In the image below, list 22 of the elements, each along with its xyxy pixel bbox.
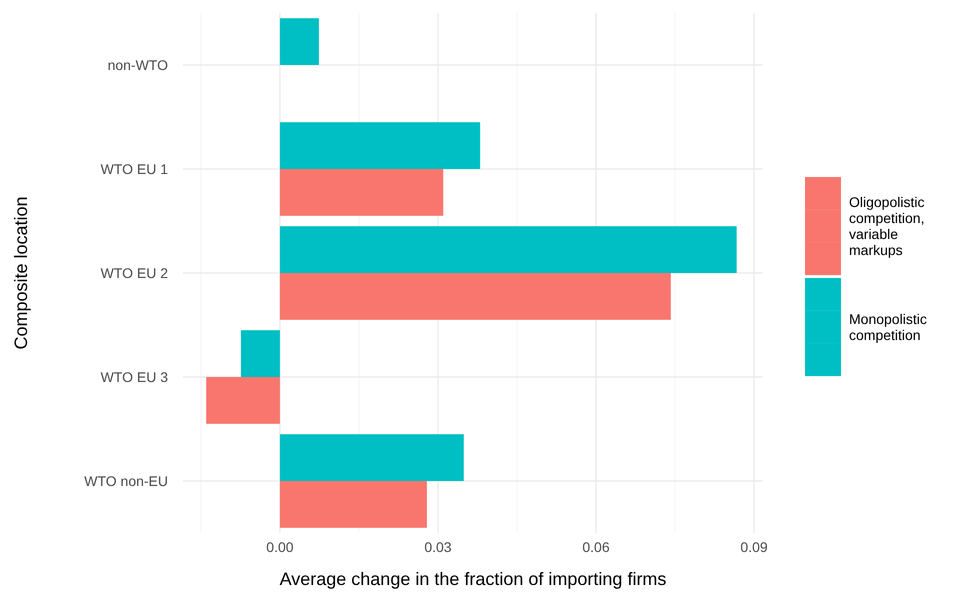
y-tick-label: WTO EU 1	[100, 161, 168, 177]
bar	[280, 226, 737, 273]
bar	[280, 169, 444, 216]
x-tick-label: 0.06	[582, 539, 610, 555]
y-tick-label: WTO EU 2	[100, 265, 168, 281]
y-tick-label: WTO EU 3	[100, 369, 168, 385]
y-tick-label: non-WTO	[108, 57, 168, 73]
bar	[280, 434, 464, 481]
bar	[280, 18, 319, 65]
x-axis-title: Average change in the fraction of importing firms	[280, 569, 666, 589]
bar	[206, 377, 280, 424]
bar	[280, 122, 480, 169]
bar	[240, 330, 280, 377]
bar	[280, 273, 671, 320]
y-tick-label: WTO non-EU	[84, 473, 168, 489]
bar	[280, 481, 427, 528]
x-tick-label: 0.03	[424, 539, 452, 555]
x-tick-label: 0.09	[740, 539, 768, 555]
legend-label: Oligopolistic competition, variable markups	[849, 194, 924, 258]
legend-label: Monopolistic competition	[849, 311, 927, 343]
x-tick-label: 0.00	[266, 539, 294, 555]
y-axis-title: Composite location	[11, 196, 31, 350]
